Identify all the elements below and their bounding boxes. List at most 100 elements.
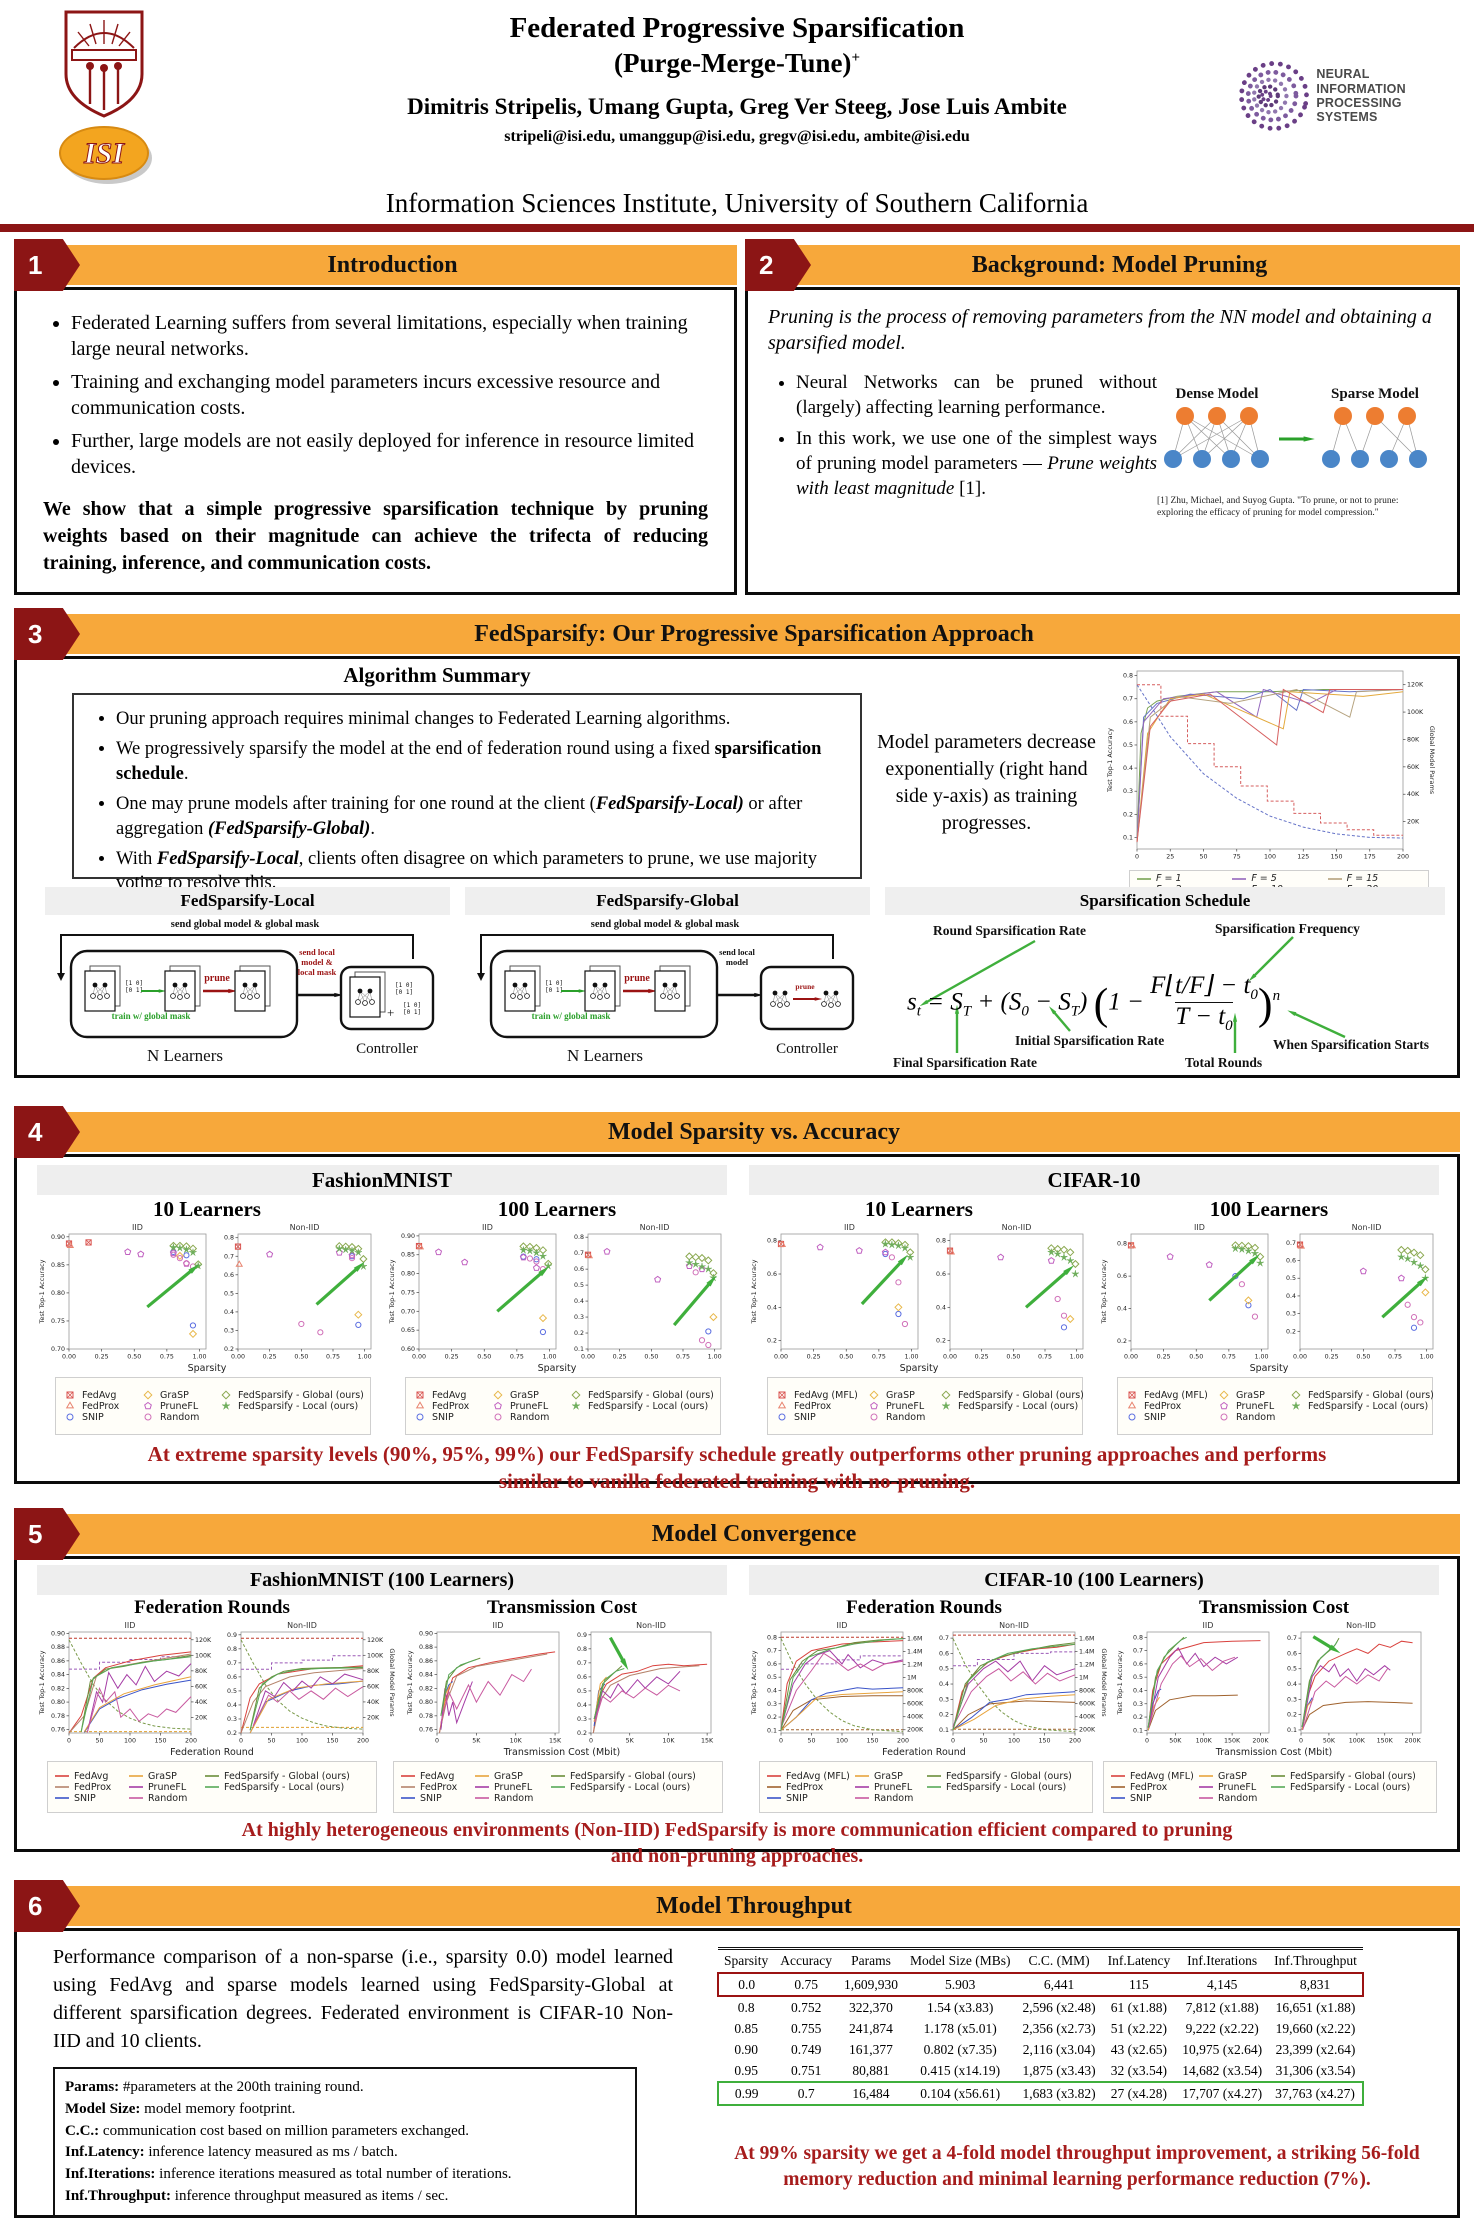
legend-swatch-icon [1111,1797,1125,1799]
section-background: Background: Model Pruning 2 Pruning is t… [745,239,1460,595]
svg-text:0.8: 0.8 [1133,1634,1143,1641]
chart-s3main: 0 25 50 75 100 125 150 175 200 0.1 0.2 0.3 0.4 0.5 0.6… [1106,670,1436,861]
svg-text:80K: 80K [367,1668,380,1675]
svg-text:0.5: 0.5 [1287,1666,1297,1673]
section-title: Model Throughput [656,1892,852,1919]
svg-text:25: 25 [1166,854,1174,861]
legend-item: FedSparsify - Local (ours) [926,1782,1086,1793]
svg-text:1.00: 1.00 [358,1354,372,1361]
svg-text:0.75: 0.75 [676,1354,690,1361]
legend-swatch-icon [129,1786,143,1788]
svg-text:0.86: 0.86 [419,1658,433,1665]
legend-swatch-icon [941,1401,951,1410]
legend-swatch-icon [927,1786,941,1788]
sparsity-xlabel: Sparsity [899,1363,939,1374]
fm-fr-title: Federation Rounds [134,1597,290,1618]
svg-text:100K: 100K [1196,1738,1213,1745]
legend-swatch-icon [416,1413,424,1421]
svg-text:1M: 1M [907,1675,916,1682]
svg-text:80K: 80K [1407,736,1420,743]
sparsity-takeaway: At extreme sparsity levels (90%, 95%, 99… [147,1442,1327,1494]
legend-item: FedSparsify - Global (ours) [926,1771,1086,1782]
svg-text:100K: 100K [195,1652,212,1659]
svg-text:IID: IID [844,1223,855,1232]
svg-text:0: 0 [239,1738,243,1745]
svg-text:0.4: 0.4 [767,1304,777,1311]
svg-text:0.6: 0.6 [224,1272,234,1279]
svg-text:0.8: 0.8 [1117,1241,1127,1248]
svg-text:200: 200 [357,1738,369,1745]
svg-text:20K: 20K [195,1714,208,1721]
legend-swatch-icon [144,1401,152,1410]
svg-text:60K: 60K [195,1683,208,1690]
metric-note: Inf.Latency: inference latency measured … [65,2144,398,2161]
label-initial-rate: Initial Sparsification Rate [1015,1033,1165,1048]
svg-text:0.90: 0.90 [51,1630,65,1637]
svg-text:400K: 400K [907,1714,924,1721]
svg-text:1.00: 1.00 [1070,1354,1084,1361]
legend-item: FedSparsify - Local (ours) [550,1782,716,1793]
svg-text:Test Top-1 Accuracy: Test Top-1 Accuracy [38,1650,46,1715]
svg-text:IID: IID [132,1223,143,1232]
fm-conv-header: FashionMNIST (100 Learners) [37,1565,727,1595]
svg-text:0.6: 0.6 [574,1266,584,1273]
svg-text:train w/ global mask: train w/ global mask [532,1011,611,1021]
legend-swatch-icon [55,1797,69,1799]
table-row: 0.90 0.749 161,377 0.802 (x7.35) 2,116 (x3.0… [734,2041,1356,2057]
legend-item: SNIP [412,1412,490,1423]
svg-text:0.75: 0.75 [872,1354,886,1361]
svg-text:prune: prune [795,982,815,991]
affiliation: Information Sciences Institute, Universi… [385,188,1089,218]
legend-swatch-icon [1199,1797,1213,1799]
legend-item: FedSparsify - Local (ours) [218,1401,364,1412]
fedsparsify-local-panel: FedSparsify-Local send global model & gl… [45,887,450,1078]
svg-text:0.2: 0.2 [936,1338,946,1345]
svg-text:0: 0 [1135,854,1139,861]
svg-text:0.25: 0.25 [1157,1354,1171,1361]
svg-text:1.00: 1.00 [708,1354,722,1361]
bullet-item: Our pruning approach requires minimal ch… [116,707,846,731]
svg-text:40K: 40K [1407,791,1420,798]
legend-swatch-icon [571,1390,581,1400]
svg-text:Test Top-1 Accuracy: Test Top-1 Accuracy [388,1259,396,1324]
svg-text:[1 0][0 1]: [1 0] [0 1] [403,1002,421,1016]
svg-text:send global model & global mas: send global model & global mask [171,919,320,930]
legend-item: FedAvg (MFL) [766,1771,854,1782]
svg-text:100K: 100K [1349,1738,1366,1745]
svg-text:Non-IID: Non-IID [1352,1223,1382,1232]
legend-swatch-icon [221,1390,231,1400]
legend-item: GraSP [474,1771,550,1782]
legend-item: FedProx [766,1782,854,1793]
fedsparsify-global-diagram: send global model & global mask [1 0] [0 1… [477,919,855,1065]
svg-text:0.6: 0.6 [936,1271,946,1278]
chart-fmfriid: 0 50 100 150 200 0.76 0.78 0.80 0.82 0.84 0.86 0.88… [38,1621,212,1745]
legend-item: FedAvg (MFL) [774,1390,866,1401]
svg-text:20K: 20K [1407,819,1420,826]
svg-text:0: 0 [435,1738,439,1745]
svg-text:0.75: 0.75 [1222,1354,1236,1361]
svg-text:0.2: 0.2 [767,1338,777,1345]
svg-text:0.2: 0.2 [224,1346,234,1353]
svg-text:0.2: 0.2 [1123,811,1133,818]
legend-swatch-icon [1111,1775,1125,1777]
svg-text:0.1: 0.1 [767,1727,777,1734]
legend-item: FedAvg (MFL) [1124,1390,1216,1401]
svg-text:0.78: 0.78 [51,1713,65,1720]
chart-cftciid: 0 50K 100K 150K 200K 0.1 0.2 0.3 0.4 0.5 0.6 0.7 0.8… [1116,1621,1269,1745]
intro-bullets: Federated Learning suffers from several … [43,310,708,480]
svg-text:IID: IID [482,1223,493,1232]
legend-item: FedSparsify - Local (ours) [204,1782,370,1793]
svg-text:0.86: 0.86 [51,1658,65,1665]
svg-text:train w/ global mask: train w/ global mask [112,1011,191,1021]
legend-item: GraSP [866,1390,938,1401]
svg-text:100K: 100K [1407,709,1424,716]
svg-text:0.50: 0.50 [1189,1354,1203,1361]
svg-text:1.00: 1.00 [1254,1354,1268,1361]
svg-text:150: 150 [1038,1738,1050,1745]
fm-tc-title: Transmission Cost [486,1597,638,1618]
data-table: Sparsity Accuracy Params Model Size (MBs) C.… [716,1947,1364,2106]
svg-text:0.6: 0.6 [227,1674,237,1681]
chart-fm100non: 0.00 0.25 0.50 0.75 1.00 0.1 0.2 0.3 0.4 0.5 0.6 0.… [574,1223,722,1361]
legend-item: FedAvg [412,1390,490,1401]
svg-text:0.6: 0.6 [1286,1258,1296,1265]
